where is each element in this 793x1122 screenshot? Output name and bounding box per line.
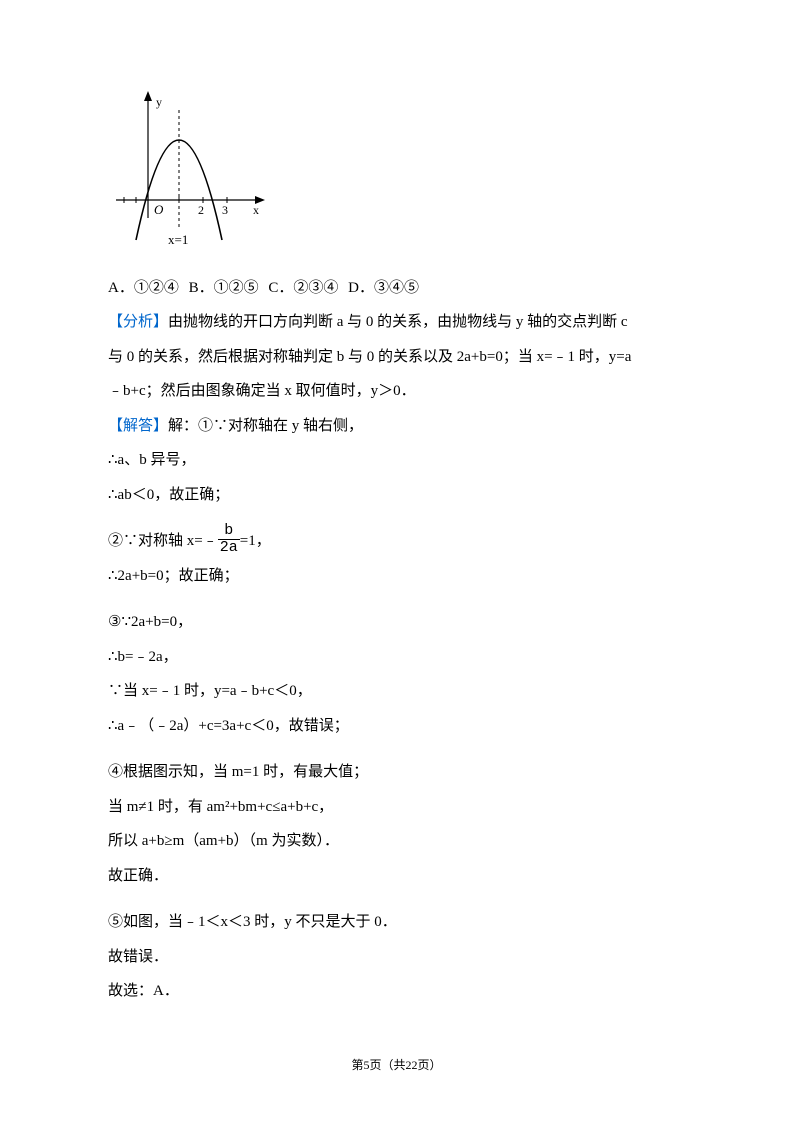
- parabola-graph: y x O 2 3 x=1: [108, 88, 685, 267]
- answer-line-2: ∴ab＜0，故正确；: [108, 478, 685, 513]
- answer-line-11: 所以 a+b≥m（am+b）（m 为实数）．: [108, 824, 685, 859]
- document-page: y x O 2 3 x=1 A．①②④ B．①②⑤ C．②③④ D．③④⑤ 【分…: [0, 0, 793, 1122]
- answer-line-14: 故错误．: [108, 940, 685, 975]
- y-axis-arrow: [144, 91, 152, 101]
- graph-svg: y x O 2 3 x=1: [108, 88, 268, 253]
- answer-line-15: 故选：A．: [108, 974, 685, 1009]
- origin-label: O: [154, 202, 164, 217]
- answer-line-3a: ②∵对称轴 x=﹣: [108, 533, 218, 549]
- answer-line-3: ②∵对称轴 x=﹣b2a=1，: [108, 524, 685, 559]
- vertex-label: x=1: [168, 232, 188, 247]
- page-footer: 第5页（共22页）: [0, 1052, 793, 1080]
- answer-line-3b: =1，: [240, 533, 271, 549]
- answer-line-6: ∴b=﹣2a，: [108, 640, 685, 675]
- choice-c: C．②③④: [268, 280, 338, 296]
- answer-choices: A．①②④ B．①②⑤ C．②③④ D．③④⑤: [108, 271, 685, 306]
- answer-line-12: 故正确．: [108, 859, 685, 894]
- spacer: [108, 893, 685, 905]
- answer-line-7: ∵当 x=﹣1 时，y=a﹣b+c＜0，: [108, 674, 685, 709]
- answer-line-5: ③∵2a+b=0，: [108, 605, 685, 640]
- choice-b: B．①②⑤: [189, 280, 259, 296]
- x-tick-label-3: 3: [222, 203, 228, 217]
- analysis-text-2: 与 0 的关系，然后根据对称轴判定 b 与 0 的关系以及 2a+b=0；当 x…: [108, 340, 685, 375]
- fraction-numerator: b: [218, 523, 240, 540]
- x-tick-label-2: 2: [198, 203, 204, 217]
- answer-line-4: ∴2a+b=0；故正确；: [108, 559, 685, 594]
- answer-line-9: ④根据图示知，当 m=1 时，有最大值；: [108, 755, 685, 790]
- answer-block: 【解答】解：①∵对称轴在 y 轴右侧，: [108, 409, 685, 444]
- answer-line-1: ∴a、b 异号，: [108, 443, 685, 478]
- choice-a: A．①②④: [108, 280, 179, 296]
- answer-line-13: ⑤如图，当﹣1＜x＜3 时，y 不只是大于 0．: [108, 905, 685, 940]
- answer-line-8: ∴a﹣（﹣2a）+c=3a+c＜0，故错误；: [108, 709, 685, 744]
- y-axis-label: y: [156, 95, 162, 109]
- answer-intro: 解：①∵对称轴在 y 轴右侧，: [168, 418, 363, 434]
- analysis-label: 【分析】: [108, 314, 168, 330]
- spacer: [108, 743, 685, 755]
- answer-label: 【解答】: [108, 418, 168, 434]
- x-axis-label: x: [253, 203, 259, 217]
- analysis-block: 【分析】由抛物线的开口方向判断 a 与 0 的关系，由抛物线与 y 轴的交点判断…: [108, 305, 685, 340]
- fraction-denominator: 2a: [218, 540, 240, 556]
- spacer: [108, 512, 685, 524]
- fraction: b2a: [218, 523, 240, 556]
- spacer: [108, 593, 685, 605]
- answer-line-10: 当 m≠1 时，有 am²+bm+c≤a+b+c，: [108, 790, 685, 825]
- analysis-text-3: ﹣b+c；然后由图象确定当 x 取何值时，y＞0．: [108, 374, 685, 409]
- choice-d: D．③④⑤: [348, 280, 419, 296]
- analysis-text-1: 由抛物线的开口方向判断 a 与 0 的关系，由抛物线与 y 轴的交点判断 c: [168, 314, 628, 330]
